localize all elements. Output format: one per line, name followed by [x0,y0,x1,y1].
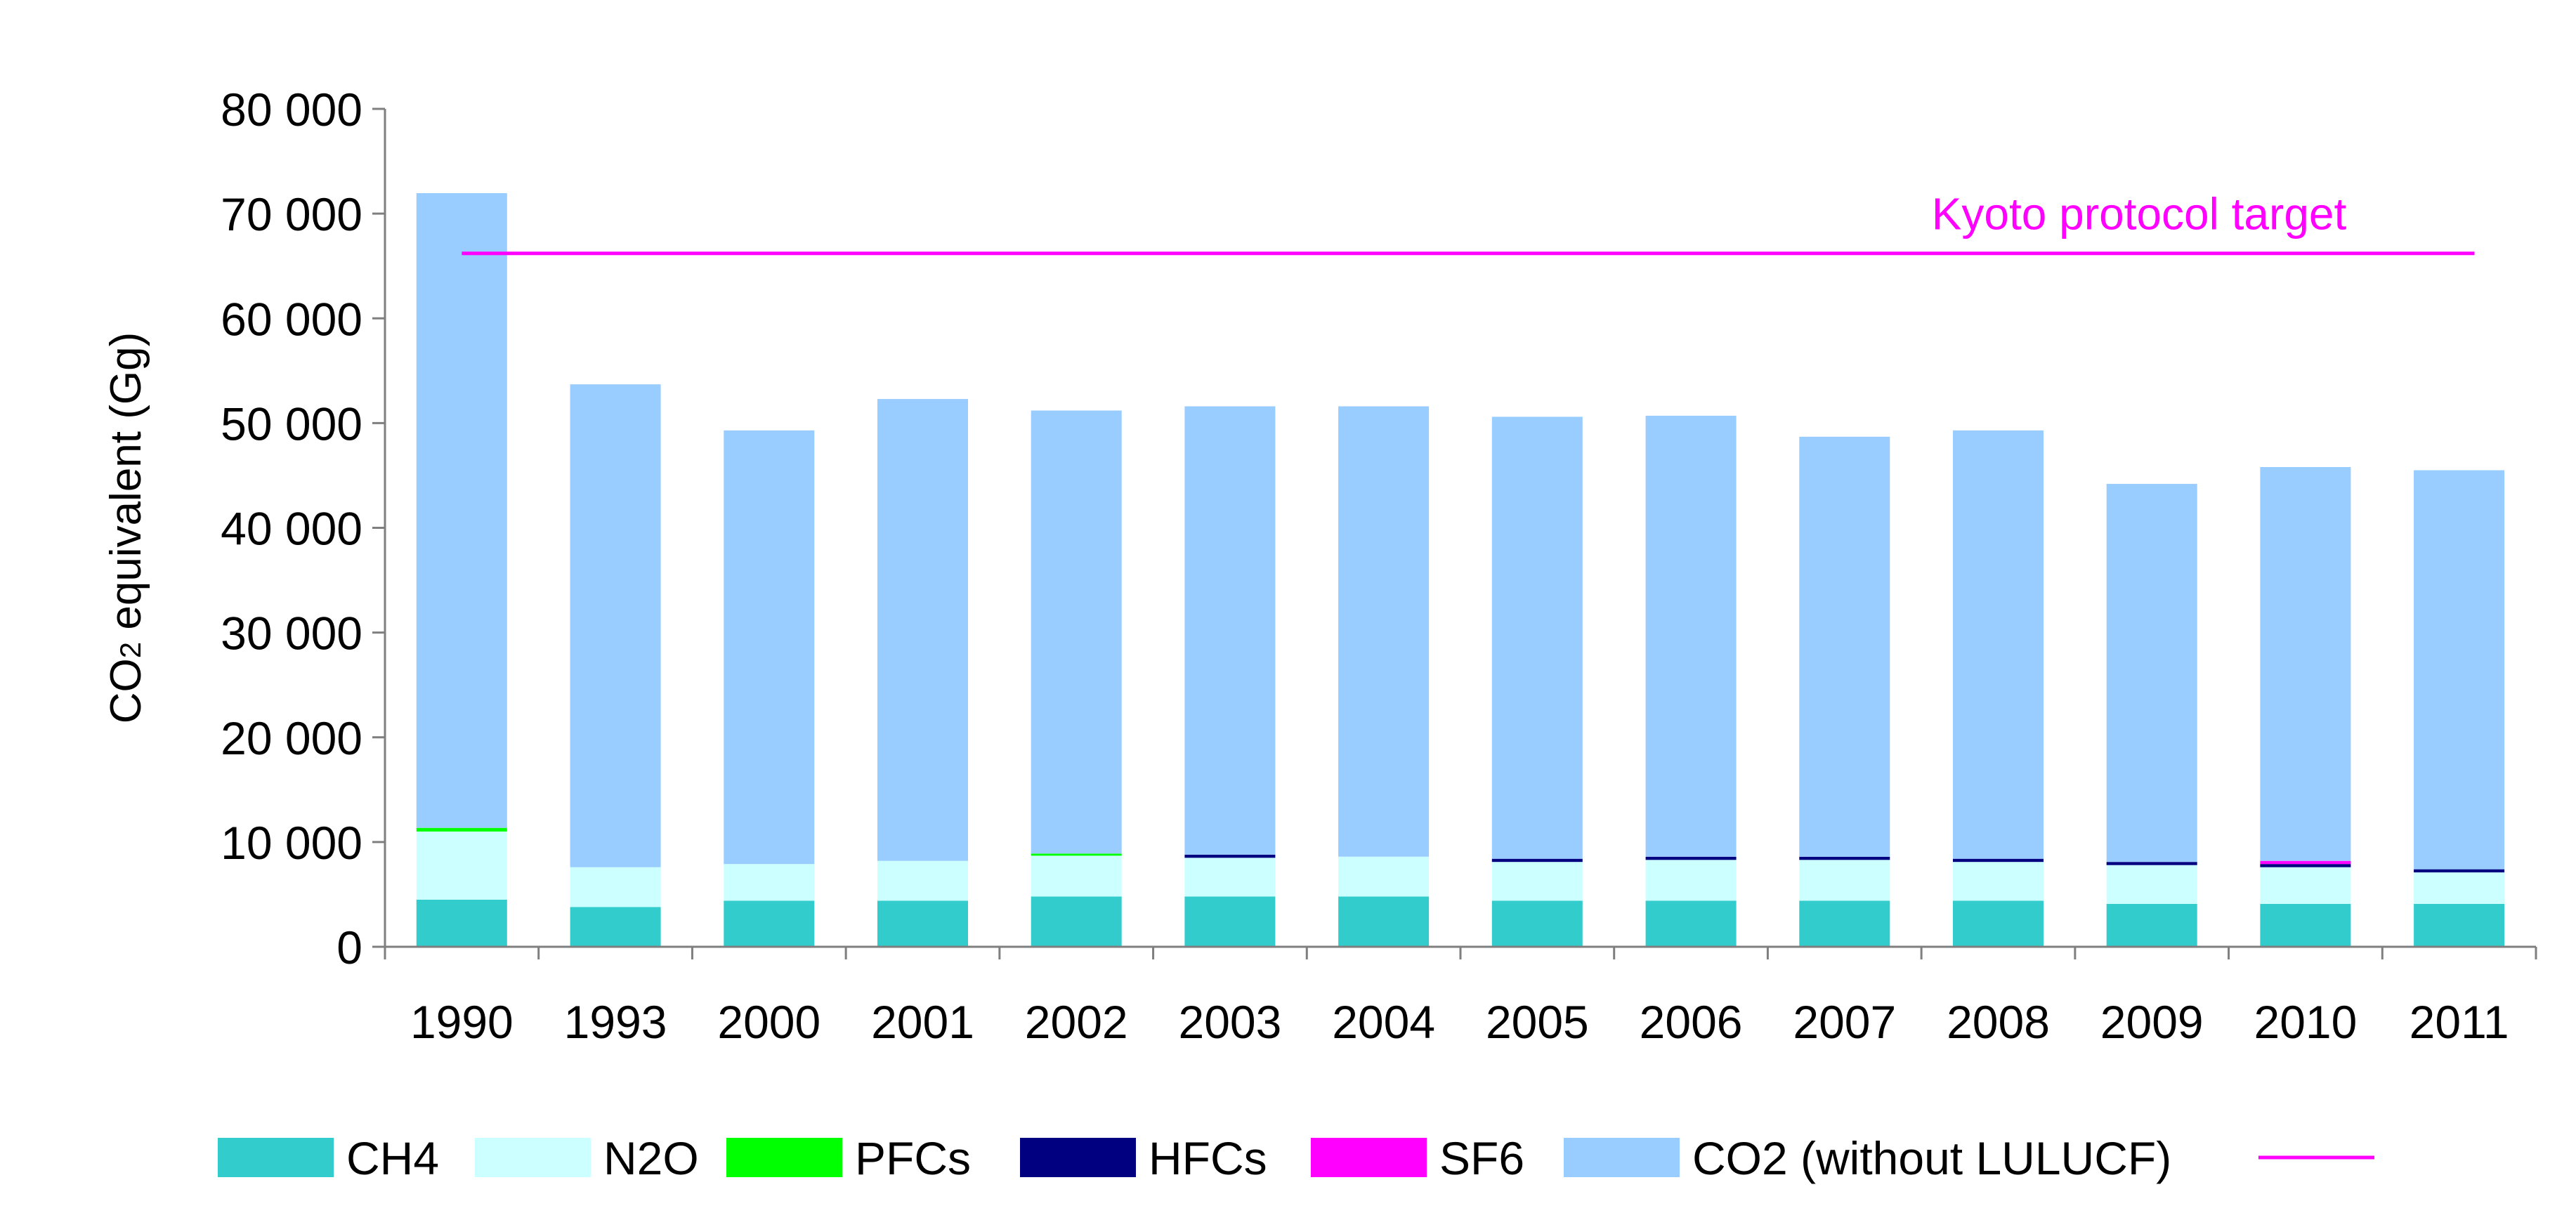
bar-2002-series-2 [1031,853,1122,856]
legend-swatch-0 [218,1138,334,1177]
bar-1990-series-5 [416,193,507,828]
x-tick-label-2006: 2006 [1640,996,1743,1048]
bar-2011-series-0 [2414,903,2505,947]
bar-2003-series-0 [1184,896,1276,947]
bar-1990-series-0 [416,899,507,947]
bar-2010-series-4 [2260,860,2351,865]
x-tick-label-2003: 2003 [1179,996,1282,1048]
y-tick-label-0: 0 [336,921,362,973]
bars-group [416,193,2505,947]
bar-2006-series-3 [1645,856,1737,860]
legend-label-3: HFCs [1149,1132,1267,1184]
bar-1993-series-5 [570,384,661,867]
bar-2009-series-5 [2106,483,2197,862]
bar-2000-series-0 [724,900,815,947]
bar-2001-series-5 [877,399,968,861]
y-axis-label-rest: equivalent (Gg) [102,332,150,642]
legend-label-2: PFCs [855,1132,971,1184]
bar-2004-series-1 [1338,856,1430,897]
bar-2000-series-5 [724,430,815,865]
bar-2002-series-1 [1031,855,1122,897]
bar-2006-series-5 [1645,415,1737,857]
legend-swatch-2 [726,1138,842,1177]
bar-2009-series-0 [2106,903,2197,947]
bar-2008-series-5 [1953,430,2044,859]
y-tick-label-7: 70 000 [221,188,362,240]
y-tick-label-4: 40 000 [221,503,362,555]
bar-2005-series-1 [1491,862,1583,901]
x-tick-label-2009: 2009 [2100,996,2204,1048]
bar-2008-series-0 [1953,900,2044,947]
bar-2001-series-0 [877,900,968,947]
bar-2005-series-5 [1491,416,1583,859]
bar-2001-series-1 [877,860,968,901]
y-tick-label-1: 10 000 [221,817,362,869]
x-tick-label-1993: 1993 [564,996,667,1048]
legend-swatch-5 [1564,1138,1680,1177]
x-tick-label-2008: 2008 [1947,996,2050,1048]
x-tick-label-2007: 2007 [1793,996,1896,1048]
y-axis-label-main: CO [102,658,150,723]
bar-2004-series-5 [1338,406,1430,857]
bar-2007-series-0 [1799,900,1890,947]
bar-2003-series-3 [1184,854,1276,858]
bar-2006-series-0 [1645,900,1737,947]
bar-2004-series-0 [1338,896,1430,947]
kyoto-target-annotation: Kyoto protocol target [1932,188,2347,239]
bar-2009-series-1 [2106,865,2197,904]
x-tick-label-2001: 2001 [871,996,974,1048]
bar-2006-series-1 [1645,860,1737,901]
bar-2011-series-5 [2414,470,2505,870]
x-tick-label-1990: 1990 [410,996,514,1048]
bar-2002-series-5 [1031,410,1122,854]
bar-2010-series-0 [2260,903,2351,947]
x-tick-label-2000: 2000 [717,996,820,1048]
x-tick-label-2010: 2010 [2254,996,2358,1048]
legend-label-4: SF6 [1439,1132,1524,1184]
bar-2007-series-3 [1799,856,1890,860]
legend: CH4 N2O PFCs HFCs SF6 CO2 (without LULUCF) [218,1132,2374,1184]
y-tick-label-5: 50 000 [221,398,362,450]
x-tick-label-2004: 2004 [1332,996,1435,1048]
y-tick-label-6: 60 000 [221,293,362,345]
bar-2005-series-0 [1491,900,1583,947]
bar-1990-series-1 [416,832,507,900]
bar-1993-series-0 [570,907,661,947]
bar-1990-series-2 [416,827,507,832]
bar-2003-series-5 [1184,406,1276,855]
y-axis-label-subscript: 2 [114,642,147,658]
x-tick-label-2005: 2005 [1486,996,1589,1048]
legend-label-5: CO2 (without LULUCF) [1692,1132,2171,1184]
bar-2011-series-3 [2414,869,2505,873]
bar-2010-series-1 [2260,867,2351,904]
bar-2010-series-5 [2260,467,2351,861]
x-tick-label-2002: 2002 [1025,996,1128,1048]
bar-2002-series-0 [1031,896,1122,947]
bar-2010-series-3 [2260,864,2351,867]
legend-swatch-4 [1311,1138,1427,1177]
legend-label-1: N2O [603,1132,699,1184]
bar-1993-series-1 [570,867,661,907]
bar-2003-series-1 [1184,858,1276,897]
bar-2011-series-1 [2414,872,2505,904]
bar-2005-series-3 [1491,858,1583,862]
bar-2007-series-5 [1799,436,1890,857]
y-tick-label-8: 80 000 [221,84,362,136]
legend-swatch-1 [475,1138,591,1177]
bar-2008-series-1 [1953,862,2044,901]
y-tick-label-3: 30 000 [221,608,362,660]
axes-group: 0 10 000 20 000 30 000 40 000 50 000 60 000 70 … [221,84,2537,1048]
y-tick-label-2: 20 000 [221,712,362,764]
legend-swatch-3 [1020,1138,1136,1177]
bar-2008-series-3 [1953,858,2044,862]
x-tick-label-2011: 2011 [2410,996,2509,1048]
bar-2009-series-3 [2106,862,2197,865]
bar-2000-series-1 [724,864,815,901]
y-axis-label: CO2 equivalent (Gg) [102,332,150,723]
bar-2007-series-1 [1799,860,1890,901]
legend-label-0: CH4 [346,1132,439,1184]
